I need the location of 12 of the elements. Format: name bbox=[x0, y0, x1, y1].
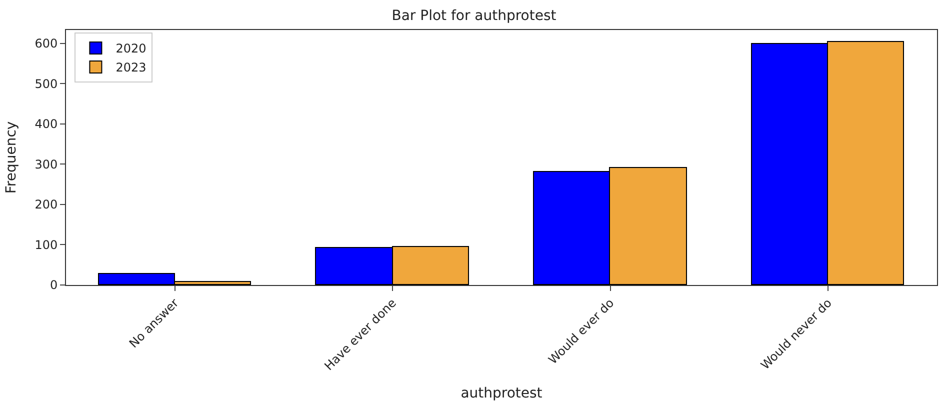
y-tick-label: 500 bbox=[34, 76, 58, 91]
legend-label: 2023 bbox=[116, 60, 146, 75]
y-tick-label: 200 bbox=[34, 198, 58, 212]
y-tick-label: 300 bbox=[34, 157, 58, 172]
y-tick-label: 0 bbox=[50, 278, 58, 292]
legend-label: 2020 bbox=[116, 42, 146, 56]
x-axis-title: authprotest bbox=[460, 385, 543, 402]
chart-title: Bar Plot for authprotest bbox=[392, 8, 557, 24]
y-tick-label: 100 bbox=[34, 238, 58, 252]
y-axis-title: Frequency bbox=[3, 121, 20, 194]
y-tick-label: 400 bbox=[34, 117, 58, 132]
y-tick-label: 600 bbox=[34, 36, 58, 50]
